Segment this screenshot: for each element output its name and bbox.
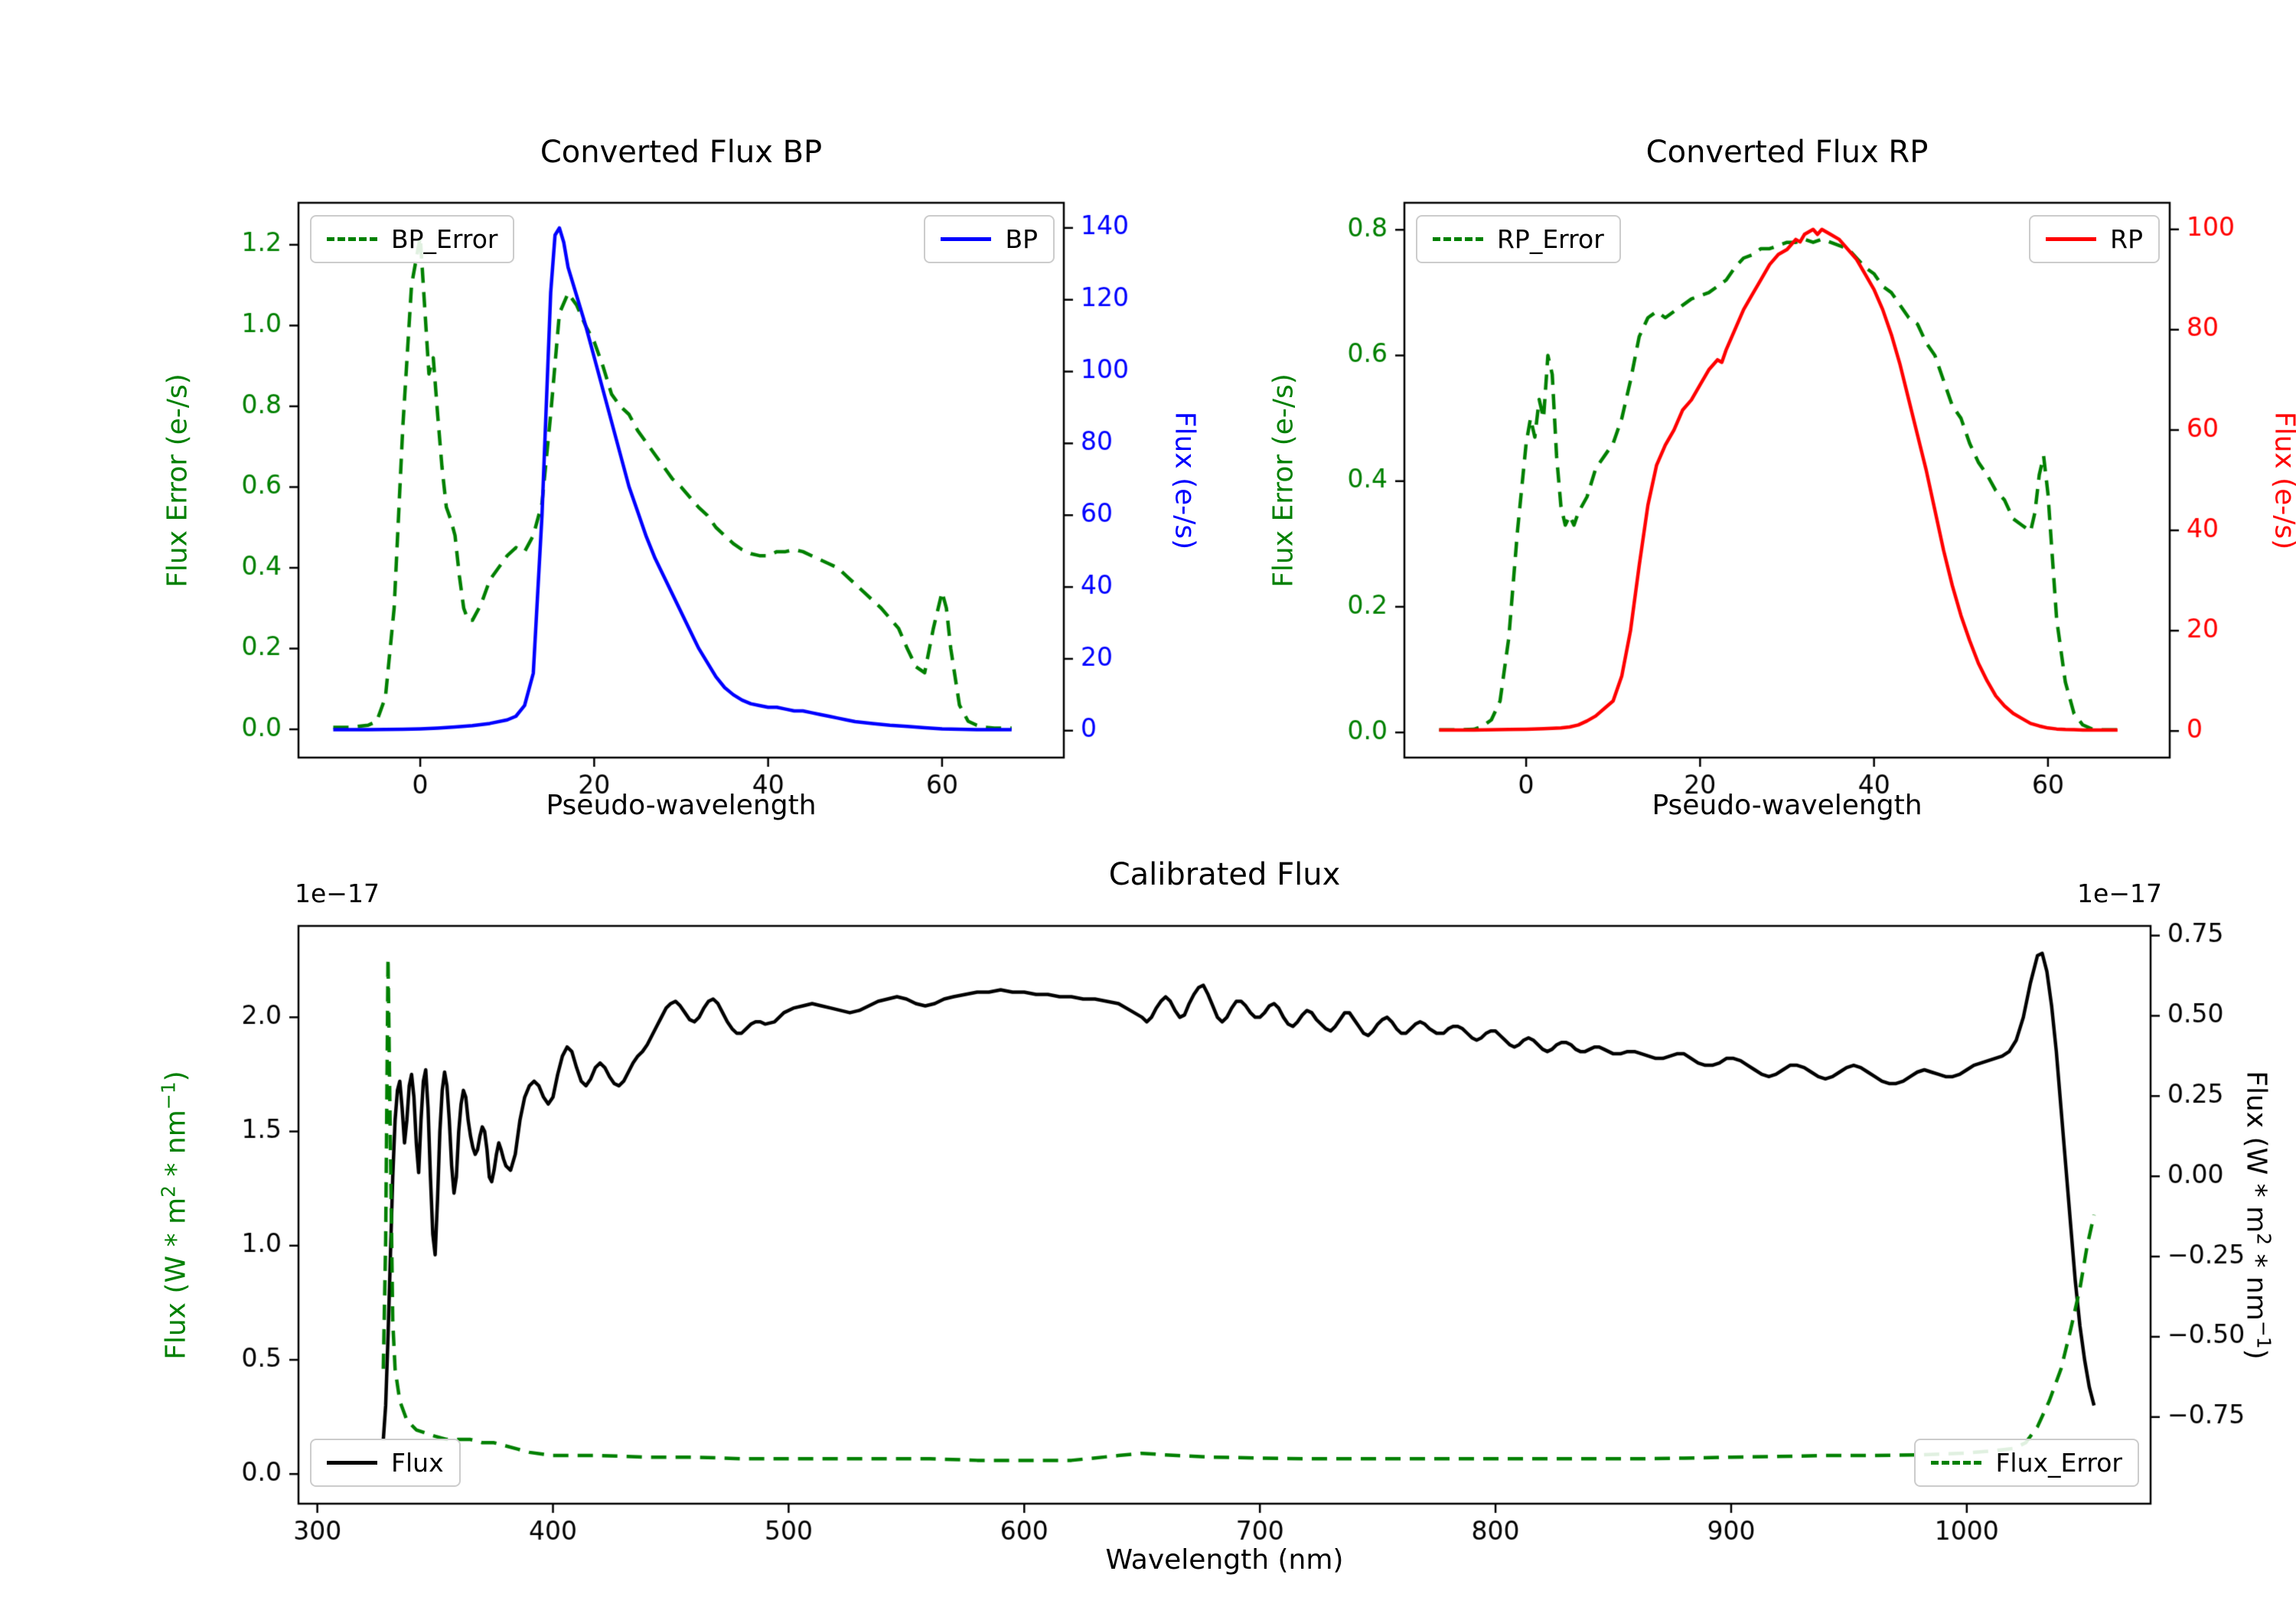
calibrated-plot-title: Calibrated Flux [1108,857,1341,892]
cal-yaxis-left-label: Flux (W * m2 * nm−1) [158,1071,192,1359]
rp-legend: RP [2029,215,2160,263]
bp-legend: BP [924,215,1055,263]
flux-error-legend-line [1931,1461,1982,1465]
cal-right-label-sup2: −1 [2252,1320,2275,1349]
cal-right-label-text: Flux (W * m [2240,1071,2272,1234]
rp-xaxis-label: Pseudo-wavelength [1652,790,1923,821]
cal-right-label-sup1: 2 [2252,1233,2275,1246]
bp-legend-label: BP [1005,224,1038,254]
flux-legend-line [327,1461,377,1465]
bp-error-legend-label: BP_Error [391,224,498,254]
rp-plot-title: Converted Flux RP [1645,135,1929,170]
cal-left-label-text3: ) [160,1071,192,1082]
bp-legend-line [941,237,992,241]
rp-error-legend-label: RP_Error [1497,224,1604,254]
flux-legend: Flux [310,1439,461,1487]
rp-legend-line [2046,237,2097,241]
cal-xaxis-label: Wavelength (nm) [1105,1544,1344,1576]
bp-error-legend: BP_Error [310,215,515,263]
rp-yaxis-right-label: Flux (e-/s) [2268,411,2296,550]
flux-error-legend-label: Flux_Error [1995,1448,2122,1478]
cal-left-offset-text: 1e−17 [295,878,380,908]
cal-left-label-text: Flux (W * m [160,1197,192,1360]
flux-error-legend: Flux_Error [1914,1439,2139,1487]
rp-legend-label: RP [2110,224,2143,254]
bp-yaxis-left-label: Flux Error (e-/s) [161,373,194,588]
rp-yaxis-left-label: Flux Error (e-/s) [1267,373,1300,588]
cal-yaxis-right-label: Flux (W * m2 * nm−1) [2241,1071,2275,1359]
bp-yaxis-right-label: Flux (e-/s) [1169,411,1201,550]
cal-left-label-sup1: 2 [157,1185,180,1198]
cal-left-label-sup2: −1 [157,1081,180,1110]
cal-left-label-text2: * nm [160,1110,192,1185]
rp-error-legend-line [1433,237,1483,241]
cal-right-offset-text: 1e−17 [2077,878,2162,908]
bp-error-legend-line [327,237,377,241]
cal-right-label-text2: * nm [2240,1245,2272,1321]
bp-xaxis-label: Pseudo-wavelength [546,790,817,821]
flux-legend-label: Flux [391,1448,444,1478]
cal-right-label-text3: ) [2240,1348,2272,1360]
bp-plot-title: Converted Flux BP [540,135,823,170]
rp-error-legend: RP_Error [1416,215,1621,263]
